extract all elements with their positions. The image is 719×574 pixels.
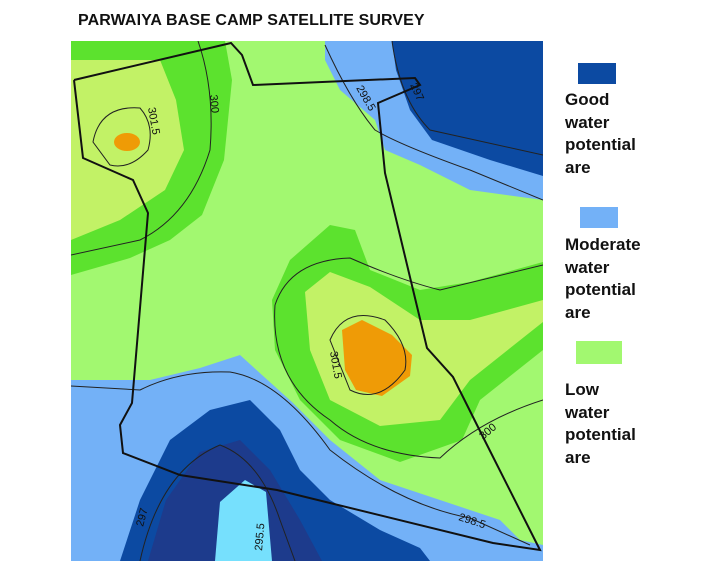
contour-line (274, 304, 543, 459)
contour-label: 300 (207, 94, 221, 113)
contour-line (274, 257, 543, 306)
contour-line (71, 41, 212, 256)
zone-darkblue-ne (392, 41, 543, 176)
contour-line (329, 315, 407, 395)
legend-swatch-moderate (580, 207, 618, 228)
zone-orange-center (342, 320, 412, 396)
legend-swatch-low (576, 341, 622, 364)
legend-swatch-good (578, 63, 616, 84)
contour-line (324, 44, 543, 201)
contour-label: 301.5 (327, 350, 344, 379)
zone-cyan-south (215, 480, 272, 561)
contour-line (92, 107, 151, 167)
map-title: PARWAIYA BASE CAMP SATELLITE SURVEY (78, 12, 425, 29)
contour-line (71, 371, 531, 546)
contour-line (139, 444, 296, 561)
contour-label: 295.5 (253, 523, 267, 551)
legend-label-good: Good water potential are (565, 90, 636, 177)
zone-orange-nw (114, 133, 140, 151)
contour-label: 297 (134, 507, 150, 528)
camp-boundary (73, 41, 542, 552)
contour-line (391, 41, 543, 156)
legend-label-low: Low water potential are (565, 380, 636, 467)
legend-label-moderate: Moderate water potential are (565, 235, 641, 322)
contour-label: 301.5 (145, 106, 162, 135)
